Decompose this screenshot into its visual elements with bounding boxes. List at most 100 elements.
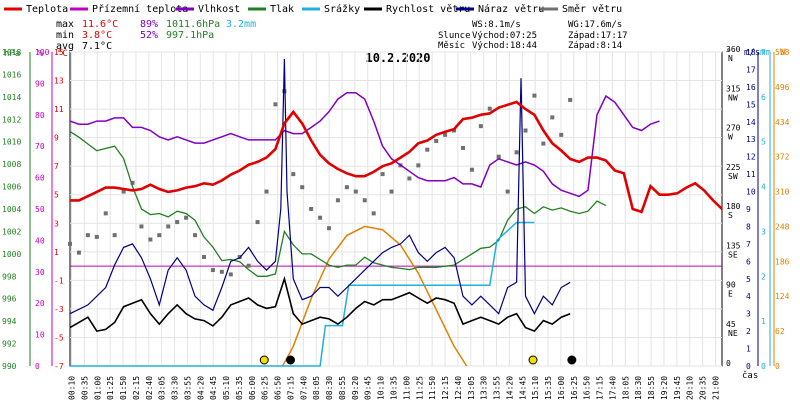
- wind-gust-max: WG:17.6m/s: [568, 20, 622, 30]
- temperature-tick-label: 11: [54, 105, 64, 114]
- wind-speed-tick-label: 8: [746, 222, 751, 231]
- pressure-tick-label: 1016: [2, 70, 21, 79]
- moon-label: Měsíc: [438, 41, 465, 51]
- pressure-tick-label: 992: [2, 340, 17, 349]
- wind-speed-tick-label: 13: [746, 135, 756, 144]
- wind-gust-line: [69, 58, 571, 316]
- x-tick-label: 06:50: [274, 376, 283, 400]
- wind-direction-point: [246, 263, 251, 268]
- wind-direction-point: [514, 150, 519, 155]
- wind-direction-point: [291, 172, 296, 177]
- wind-speed-max: WS:8.1m/s: [472, 20, 521, 30]
- wind-direction-point: [103, 211, 108, 216]
- x-tick-label: 16:00: [557, 376, 566, 400]
- moonset-time: Západ:8:14: [568, 41, 622, 51]
- wind-direction-point: [550, 115, 555, 120]
- pressure-tick-label: 1000: [2, 250, 21, 259]
- temperature-line: [70, 100, 723, 214]
- x-tick-label: 12:40: [454, 376, 463, 400]
- pressure-tick-label: 1014: [2, 93, 21, 102]
- wind-direction-compass-label: N: [728, 54, 733, 63]
- x-tick-label: 16:25: [570, 376, 579, 400]
- x-tick-label: 06:25: [261, 376, 270, 400]
- x-tick-label: 03:30: [171, 376, 180, 400]
- wind-direction-compass-label: SW: [728, 172, 738, 181]
- humidity-tick-label: 10: [35, 331, 45, 340]
- stat-min-temp: 3.8°C: [82, 30, 112, 41]
- stats-block: max 11.6°C 89% 1011.6hPa 3.2mm min 3.8°C…: [56, 19, 628, 52]
- stat-min-hum: 52%: [140, 30, 158, 41]
- wind-direction-point: [452, 128, 457, 133]
- wind-direction-tick-label: 0: [726, 359, 731, 368]
- x-tick-label: 11:50: [428, 376, 437, 400]
- sunrise-time: Východ:07:25: [472, 31, 537, 41]
- x-tick-label: 08:30: [325, 376, 334, 400]
- wind-direction-point: [568, 97, 573, 102]
- solar-radiation-line: [281, 225, 468, 367]
- x-tick-label: 09:45: [364, 376, 373, 400]
- wind-direction-point: [344, 185, 349, 190]
- stat-avg-label: avg: [56, 41, 74, 52]
- wind-direction-compass-label: NE: [728, 329, 738, 338]
- rain-tick-label: 5: [761, 138, 766, 147]
- rain-tick-label: 7: [761, 48, 766, 57]
- legend-item-label: Rychlost větru: [386, 3, 470, 15]
- wind-direction-point: [157, 233, 162, 238]
- pressure-axis-unit: hPa: [4, 49, 20, 59]
- wind-direction-point: [371, 211, 376, 216]
- legend: Teplota Přízemní teplota Vlhkost Tlak Srážky…: [4, 3, 622, 15]
- wind-speed-tick-label: 7: [746, 240, 751, 249]
- x-tick-label: 13:30: [480, 376, 489, 400]
- wind-direction-point: [264, 189, 269, 194]
- solar-tick-label: 248: [775, 222, 790, 231]
- wind-direction-point: [505, 189, 510, 194]
- x-tick-label: 04:20: [196, 376, 205, 400]
- wind-direction-point: [327, 226, 332, 231]
- stat-avg-temp: 7.1°C: [82, 41, 112, 52]
- x-tick-label: 16:50: [583, 376, 592, 400]
- x-tick-label: 04:45: [209, 376, 218, 400]
- wind-direction-point: [434, 138, 439, 143]
- humidity-tick-label: 100: [35, 48, 50, 57]
- wind-direction-point: [380, 172, 385, 177]
- pressure-tick-label: 1006: [2, 183, 21, 192]
- x-tick-label: 10:35: [390, 376, 399, 400]
- temperature-tick-label: -3: [54, 305, 64, 314]
- temperature-tick-label: 9: [54, 134, 59, 143]
- wind-speed-tick-label: 4: [746, 292, 751, 301]
- x-tick-label: 05:10: [222, 376, 231, 400]
- x-tick-label: 00:10: [68, 376, 77, 400]
- wind-direction-point: [228, 272, 233, 277]
- x-tick-label: 01:00: [93, 376, 102, 400]
- wind-direction-point: [559, 132, 564, 137]
- wind-direction-point: [175, 220, 180, 225]
- wind-direction-point: [139, 224, 144, 229]
- wind-direction-tick-label: 225: [726, 163, 741, 172]
- x-tick-label: 08:55: [338, 376, 347, 400]
- x-tick-label: 05:35: [235, 376, 244, 400]
- wind-direction-point: [148, 237, 153, 242]
- stat-min-label: min: [56, 30, 74, 41]
- humidity-tick-label: 80: [35, 111, 45, 120]
- pressure-tick-label: 1004: [2, 205, 21, 214]
- x-tick-label: 02:15: [132, 376, 141, 400]
- wind-speed-line: [69, 275, 571, 333]
- pressure-tick-label: 1018: [2, 48, 21, 57]
- wind-direction-axis-unit: °: [726, 48, 731, 58]
- wind-direction-tick-label: 90: [726, 281, 736, 290]
- legend-item-label: Srážky: [324, 3, 360, 15]
- temperature-tick-label: 3: [54, 219, 59, 228]
- pressure-tick-label: 990: [2, 362, 17, 371]
- moonset-marker: [286, 355, 296, 365]
- x-tick-label: 17:15: [596, 376, 605, 400]
- legend-item-label: Přízemní teplota: [92, 3, 188, 15]
- wind-direction-point: [300, 185, 305, 190]
- humidity-tick-label: 20: [35, 299, 45, 308]
- legend-item-label: Tlak: [270, 4, 294, 15]
- humidity-tick-label: 70: [35, 142, 45, 151]
- rain-line: [70, 221, 535, 367]
- pressure-line: [69, 131, 607, 277]
- wind-direction-point: [282, 89, 287, 94]
- x-tick-label: 00:35: [80, 376, 89, 400]
